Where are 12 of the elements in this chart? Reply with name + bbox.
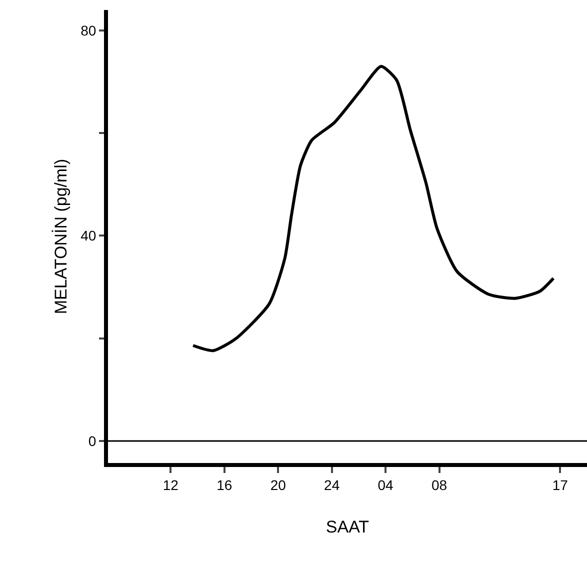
x-tick-label: 20	[270, 476, 286, 493]
x-tick-label: 16	[216, 476, 232, 493]
x-tick-label: 04	[378, 476, 394, 493]
x-tick-label: 08	[431, 476, 448, 493]
x-tick-label: 24	[324, 476, 340, 493]
y-axis-title: MELATONİN (pg/ml)	[52, 158, 71, 314]
y-tick-label: 0	[88, 432, 96, 449]
x-tick-label: 12	[162, 476, 179, 493]
y-tick-label: 40	[80, 228, 96, 244]
y-tick-label: 80	[80, 22, 96, 38]
x-axis-title: SAAT	[326, 518, 370, 537]
x-tick-label: 17	[552, 476, 568, 493]
